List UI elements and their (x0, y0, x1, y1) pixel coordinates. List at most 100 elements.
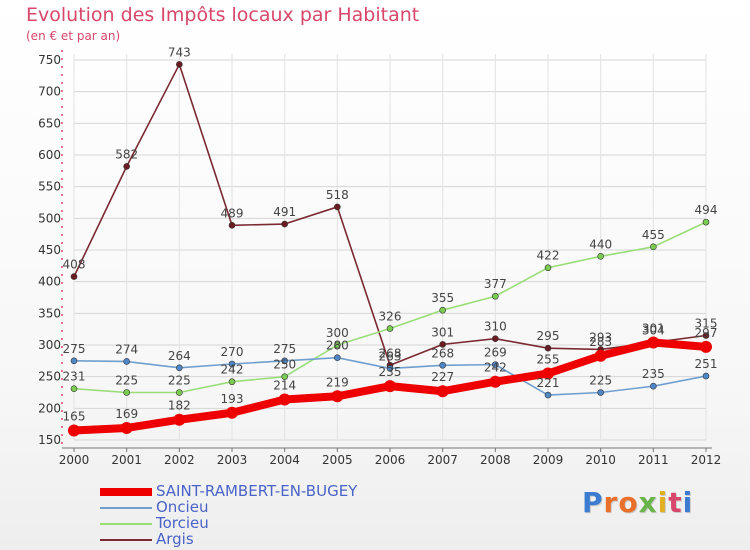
data-point (176, 364, 183, 372)
legend-label-oncieu: Oncieu (156, 498, 209, 516)
y-tick-label: 650 (38, 116, 61, 130)
data-label: 269 (484, 346, 507, 360)
logo-letter: r (603, 486, 619, 519)
data-label: 250 (273, 358, 296, 372)
data-label: 301 (431, 325, 454, 339)
x-tick-label: 2004 (269, 453, 300, 467)
y-tick-label: 500 (38, 211, 61, 225)
data-point (647, 336, 660, 349)
data-label: 295 (537, 329, 560, 343)
data-point (650, 382, 657, 390)
data-label: 455 (642, 228, 665, 242)
axes: 150 200 250 300 350 400 450 500 550 600 650 700 750 2… (38, 50, 721, 467)
x-tick-label: 2010 (585, 453, 616, 467)
data-label: 255 (537, 353, 560, 367)
logo-letter: x (638, 486, 658, 519)
data-label: 225 (589, 374, 612, 388)
logo-letter: P (582, 486, 604, 519)
data-point (386, 365, 394, 372)
data-label: 225 (115, 374, 138, 388)
logo-letter: i (682, 486, 694, 519)
x-tick-label: 2009 (533, 453, 564, 467)
series (68, 61, 712, 437)
y-tick-label: 450 (38, 243, 61, 257)
data-label: 283 (589, 335, 612, 349)
legend-label-saint-rambert: SAINT-RAMBERT-EN-BUGEY (156, 482, 358, 500)
data-point (173, 413, 186, 426)
data-point (597, 389, 604, 396)
data-point (439, 306, 446, 314)
data-label: 377 (484, 277, 507, 291)
y-tick-label: 200 (38, 401, 61, 415)
data-label: 263 (379, 349, 402, 363)
data-label: 275 (273, 342, 296, 356)
data-label: 225 (168, 374, 191, 388)
x-tick-label: 2000 (59, 453, 90, 467)
y-tick-label: 250 (38, 370, 61, 384)
data-label: 743 (168, 45, 191, 59)
data-point (702, 332, 710, 339)
data-label: 169 (115, 407, 138, 421)
data-label: 275 (63, 342, 86, 356)
data-point (597, 253, 604, 260)
data-point (334, 203, 341, 211)
legend-swatch-saint-rambert (100, 488, 152, 496)
data-label: 491 (273, 205, 296, 219)
proxiti-logo: Proxiti (582, 486, 693, 519)
data-point (384, 380, 396, 393)
data-point (123, 163, 130, 170)
data-point (331, 390, 344, 403)
data-label: 582 (115, 147, 138, 161)
data-point (228, 222, 236, 229)
data-label: 214 (273, 378, 296, 392)
data-label: 193 (221, 392, 244, 406)
x-tick-label: 2008 (480, 453, 511, 467)
data-point (278, 393, 291, 406)
data-point (594, 349, 607, 362)
data-point (544, 391, 552, 399)
data-point (123, 389, 130, 396)
y-tick-label: 300 (38, 338, 61, 352)
data-label: 293 (589, 330, 612, 344)
data-label: 231 (63, 370, 86, 384)
data-label: 235 (379, 365, 402, 379)
legend-label-torcieu: Torcieu (156, 514, 209, 532)
x-tick-label: 2011 (638, 453, 669, 467)
data-label: 251 (695, 357, 718, 371)
data-point (650, 243, 657, 251)
data-point (386, 325, 394, 332)
data-point (123, 358, 130, 365)
data-point (700, 340, 712, 353)
data-point (542, 367, 554, 380)
data-point (492, 335, 499, 342)
data-label: 182 (168, 399, 191, 413)
data-point (334, 354, 341, 361)
data-label: 310 (484, 320, 507, 334)
chart-subtitle: (en € et par an) (26, 29, 121, 43)
data-point (492, 361, 499, 368)
data-label: 268 (431, 346, 454, 360)
data-label: 274 (115, 342, 138, 356)
data-point (68, 424, 80, 437)
y-tick-label: 150 (38, 433, 61, 447)
data-point (544, 344, 552, 352)
data-point (702, 218, 710, 226)
data-point (281, 357, 288, 365)
y-tick-label: 350 (38, 306, 61, 320)
data-point (70, 357, 78, 365)
data-label: 301 (642, 321, 665, 335)
data-label: 264 (168, 349, 191, 363)
data-point (439, 341, 446, 348)
data-label: 219 (326, 375, 349, 389)
data-label: 297 (695, 326, 718, 340)
data-label: 221 (537, 376, 560, 390)
data-point (226, 406, 238, 419)
data-label: 494 (695, 203, 718, 217)
data-label: 355 (431, 291, 454, 305)
y-tick-label: 550 (38, 180, 61, 194)
data-label: 422 (537, 249, 560, 263)
y-tick-label: 600 (38, 148, 61, 162)
data-point (228, 360, 236, 368)
data-label: 304 (642, 323, 665, 337)
